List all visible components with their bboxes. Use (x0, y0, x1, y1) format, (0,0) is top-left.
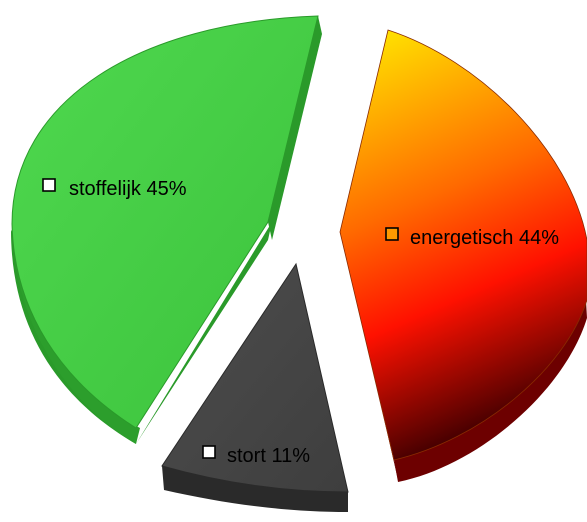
slice-stort[interactable]: stort 11% (161, 262, 349, 512)
slice-energetisch-depth (394, 300, 587, 482)
slice-stoffelijk-edge (268, 16, 322, 240)
legend-swatch-energetisch (385, 227, 399, 241)
slice-stoffelijk[interactable]: stoffelijk 45% (11, 15, 322, 444)
legend-swatch-stoffelijk (42, 178, 56, 192)
legend-swatch-stort (202, 445, 216, 459)
slice-energetisch-top (339, 29, 587, 461)
slice-energetisch[interactable]: energetisch 44% (339, 29, 587, 482)
slice-label-stoffelijk: stoffelijk 45% (69, 178, 187, 200)
slice-stort-top (161, 262, 349, 493)
slice-stoffelijk-top (11, 15, 319, 429)
slice-label-energetisch: energetisch 44% (410, 227, 559, 249)
slice-label-stort: stort 11% (227, 445, 310, 467)
